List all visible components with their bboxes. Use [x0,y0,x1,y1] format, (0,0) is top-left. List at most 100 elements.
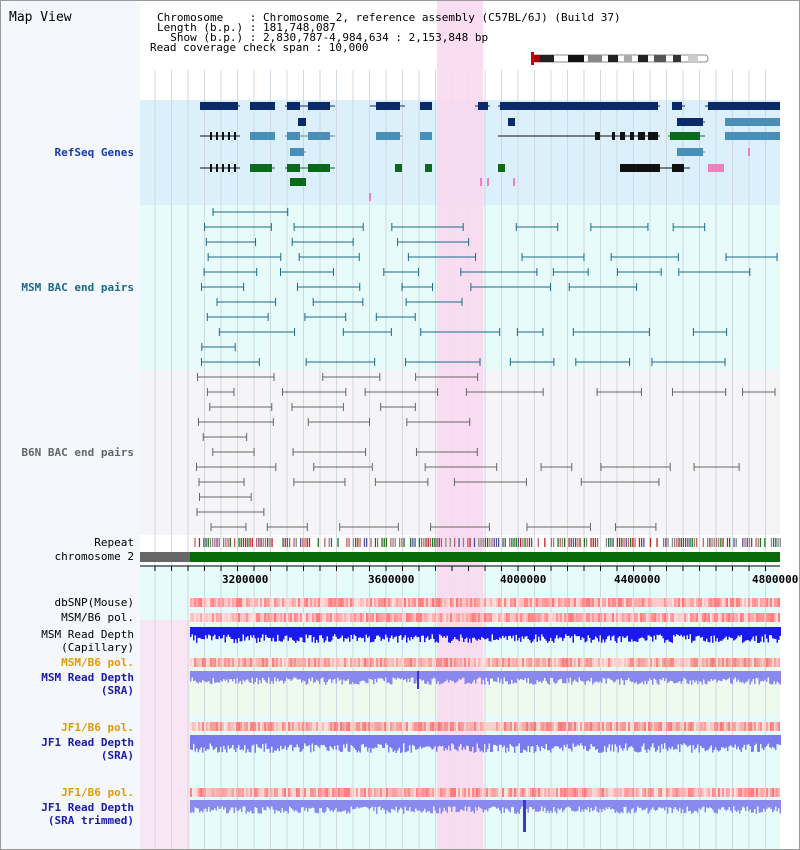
jf1-b6-pol-heat [262,722,264,731]
jf1-depth-sra [280,735,282,746]
jf1-b6-pol-2-heat [774,788,776,797]
repeat-mark [306,538,308,547]
msm-b6-pol-2-heat [594,658,596,667]
jf1-b6-pol-2-heat [606,788,608,797]
msm-b6-pol-heat [498,613,500,622]
jf1-depth-trimmed [373,800,375,811]
jf1-depth-sra [775,735,777,750]
jf1-b6-pol-2-heat [604,788,606,797]
jf1-b6-pol-2-heat [424,788,426,797]
jf1-depth-sra [331,735,333,748]
msm-depth-sra [511,671,513,680]
msm-depth-sra [464,671,466,685]
msm-b6-pol-heat [310,613,312,622]
msm-depth-capillary [400,627,402,636]
jf1-b6-pol-heat [342,722,344,731]
msm-b6-pol-2-heat [564,658,566,667]
msm-b6-pol-heat [238,613,240,622]
msm-depth-sra [670,671,672,681]
msm-depth-sra [463,671,465,678]
jf1-depth-trimmed [586,800,588,811]
jf1-depth-trimmed [521,800,523,807]
jf1-b6-pol-heat [272,722,274,731]
jf1-b6-pol-2-heat [284,788,286,797]
jf1-b6-pol-2-heat [328,788,330,797]
dbsnp-heat [638,598,640,607]
jf1-depth-trimmed [700,800,702,810]
msm-depth-capillary [376,627,378,636]
jf1-depth-sra [304,735,306,744]
msm-b6-pol-heat [292,613,294,622]
msm-depth-sra [331,671,333,684]
dbsnp-heat [620,598,622,607]
jf1-b6-pol-heat [502,722,504,731]
jf1-depth-sra [329,735,331,747]
msm-depth-sra [388,671,390,683]
jf1-depth-trimmed [446,800,448,813]
msm-b6-pol-2-heat [262,658,264,667]
jf1-b6-pol-heat [504,722,506,731]
msm-depth-capillary [262,627,264,635]
jf1-b6-pol-heat [412,722,414,731]
dbsnp-heat [750,598,752,607]
msm-depth-sra [451,671,453,681]
repeat-mark [269,538,271,547]
chromosome-ideogram[interactable] [528,52,713,66]
msm-depth-capillary [518,627,520,638]
jf1-b6-pol-2-heat [274,788,276,797]
msm-b6-pol-2-heat [552,658,554,667]
msm-depth-sra [286,671,288,678]
jf1-b6-pol-2-heat [484,788,486,797]
msm-b6-pol-heat [750,613,752,622]
dbsnp-heat [510,598,512,607]
repeat-mark [632,538,634,547]
jf1-depth-trimmed [775,800,777,807]
jf1-depth-sra [556,735,558,747]
msm-b6-pol-2-heat [392,658,394,667]
jf1-depth-sra [640,735,642,752]
jf1-depth-trimmed [220,800,222,809]
msm-depth-sra [701,671,703,685]
dbsnp-heat [222,598,224,607]
msm-b6-pol-heat [538,613,540,622]
jf1-depth-sra [716,735,718,751]
jf1-b6-pol-2-heat [426,788,428,797]
jf1-b6-pol-2-heat [544,788,546,797]
dbsnp-heat [766,598,768,607]
msm-depth-sra [695,671,697,681]
jf1-b6-pol-heat [670,722,672,731]
jf1-depth-trimmed [646,800,648,808]
msm-depth-capillary [245,627,247,638]
jf1-depth-sra [398,735,400,748]
jf1-b6-pol-2-heat [724,788,726,797]
jf1-b6-pol-2-heat [262,788,264,797]
jf1-depth-sra [671,735,673,747]
jf1-b6-pol-heat [256,722,258,731]
msm-b6-pol-2-heat [496,658,498,667]
msm-depth-capillary [575,627,577,637]
jf1-depth-trimmed [607,800,609,810]
repeat-mark [553,538,555,547]
jf1-b6-pol-heat [738,722,740,731]
dbsnp-heat [522,598,524,607]
msm-depth-sra [671,671,673,682]
jf1-b6-pol-heat [204,722,206,731]
msm-depth-capillary [502,627,504,636]
msm-depth-capillary [628,627,630,642]
jf1-b6-pol-2-heat [580,788,582,797]
msm-depth-sra [238,671,240,684]
msm-depth-sra [772,671,774,685]
jf1-depth-sra [737,735,739,747]
repeat-mark [748,538,751,547]
msm-depth-capillary [215,627,217,640]
msm-b6-pol-2-heat [242,658,244,667]
gene-exon [638,132,645,140]
jf1-b6-pol-heat [276,722,278,731]
dbsnp-heat [300,598,302,607]
msm-b6-pol-2-heat [266,658,268,667]
jf1-b6-pol-heat [508,722,510,731]
msm-depth-sra [569,671,571,678]
msm-depth-sra [470,671,472,685]
dbsnp-heat [670,598,672,607]
